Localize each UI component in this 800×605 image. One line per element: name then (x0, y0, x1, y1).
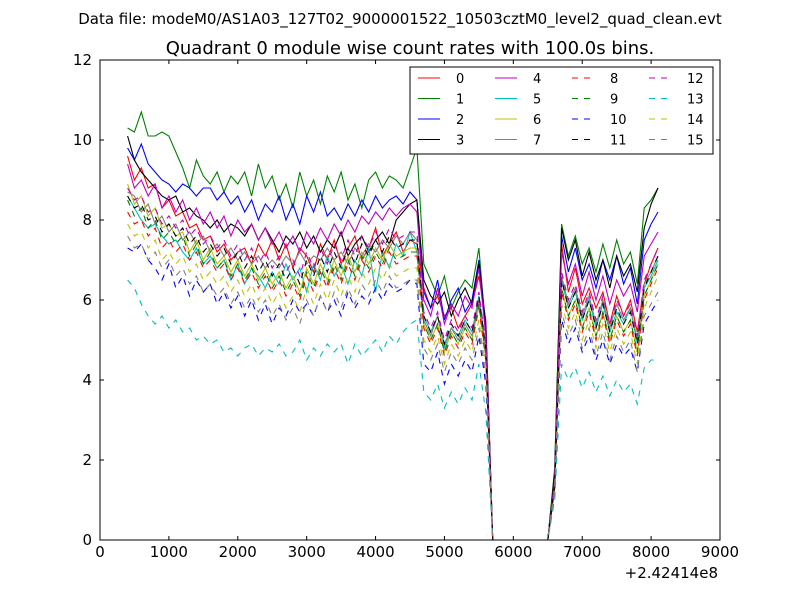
series-line-12 (127, 187, 659, 541)
x-tick-label: 8000 (632, 543, 670, 561)
series-line-8 (127, 211, 659, 541)
legend-label-11: 11 (610, 134, 627, 149)
x-tick-label: 3000 (288, 543, 326, 561)
x-tick-label: 6000 (494, 543, 532, 561)
y-tick-label: 12 (73, 51, 92, 69)
y-tick-label: 2 (82, 451, 92, 469)
x-tick-label: 2000 (219, 543, 257, 561)
y-tick-label: 8 (82, 211, 92, 229)
x-tick-label: 4000 (356, 543, 394, 561)
series-line-14 (127, 223, 659, 541)
legend-label-4: 4 (533, 72, 541, 87)
series-line-15 (127, 235, 659, 541)
legend-label-2: 2 (456, 113, 464, 128)
series-line-1 (127, 110, 659, 541)
x-tick-label: 0 (95, 543, 105, 561)
y-tick-label: 6 (82, 291, 92, 309)
legend-label-10: 10 (610, 113, 627, 128)
y-tick-label: 4 (82, 371, 92, 389)
x-tick-label: 9000 (701, 543, 739, 561)
chart-title: Quadrant 0 module wise count rates with … (166, 38, 655, 59)
legend-label-1: 1 (456, 93, 464, 108)
legend-label-14: 14 (687, 113, 704, 128)
legend-label-12: 12 (687, 72, 704, 87)
series-line-4 (127, 163, 659, 541)
legend-label-0: 0 (456, 72, 464, 87)
legend-label-5: 5 (533, 93, 541, 108)
x-offset-label: +2.42414e8 (625, 564, 718, 582)
legend-label-7: 7 (533, 134, 541, 149)
series-line-0 (127, 155, 659, 541)
y-tick-label: 0 (82, 531, 92, 549)
legend-label-6: 6 (533, 113, 541, 128)
legend-label-8: 8 (610, 72, 618, 87)
legend-label-15: 15 (687, 134, 704, 149)
ticks-layer: 0 1000 2000 3000 4000 5000 6000 7000 8000 9000 0 2 4… (73, 51, 739, 561)
series-line-11 (127, 195, 659, 541)
legend-label-9: 9 (610, 93, 618, 108)
series-line-9 (127, 199, 659, 541)
x-tick-label: 1000 (150, 543, 188, 561)
series-line-2 (127, 142, 659, 541)
x-tick-label: 5000 (425, 543, 463, 561)
series-line-13 (127, 279, 658, 541)
legend-label-13: 13 (687, 93, 704, 108)
figure-suptitle: Data file: modeM0/AS1A03_127T02_90000015… (78, 10, 722, 29)
series-line-3 (127, 135, 659, 541)
series-line-10 (127, 242, 659, 541)
legend-box (409, 66, 714, 155)
y-tick-label: 10 (73, 131, 92, 149)
legend-label-3: 3 (456, 134, 464, 149)
series-layer (127, 110, 659, 541)
x-tick-label: 7000 (563, 543, 601, 561)
